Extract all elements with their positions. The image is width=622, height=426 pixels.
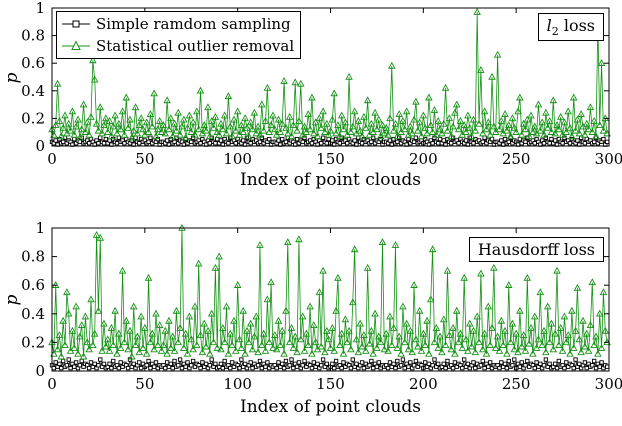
- svg-text:150: 150: [316, 150, 345, 168]
- legend-entry-statistical-outlier-removal: Statistical outlier removal: [60, 35, 294, 57]
- svg-text:0.4: 0.4: [21, 305, 45, 323]
- svg-text:0.6: 0.6: [21, 54, 45, 72]
- svg-text:200: 200: [409, 375, 438, 393]
- x-axis-label-top: Index of point clouds: [239, 170, 421, 190]
- legend-marker-triangle-icon: [62, 40, 90, 50]
- svg-text:0.8: 0.8: [21, 248, 45, 266]
- svg-text:0.2: 0.2: [21, 109, 45, 127]
- svg-text:1: 1: [35, 219, 45, 237]
- svg-text:1: 1: [35, 0, 45, 17]
- svg-text:0.2: 0.2: [21, 333, 45, 351]
- svg-text:250: 250: [502, 375, 531, 393]
- svg-text:300: 300: [595, 150, 622, 168]
- annotation-subscript: 2: [551, 25, 559, 39]
- x-axis-label-bottom: Index of point clouds: [239, 397, 421, 417]
- svg-text:0.4: 0.4: [21, 82, 45, 100]
- svg-text:0: 0: [35, 362, 45, 380]
- svg-text:0: 0: [47, 375, 57, 393]
- y-axis-label-bottom: p: [2, 294, 22, 306]
- svg-text:250: 250: [502, 150, 531, 168]
- svg-text:0: 0: [47, 150, 57, 168]
- legend-marker-square-icon: [62, 20, 90, 28]
- svg-text:150: 150: [316, 375, 345, 393]
- svg-text:100: 100: [223, 150, 252, 168]
- svg-text:0.6: 0.6: [21, 276, 45, 294]
- annotation-l2-loss: l2 loss: [537, 13, 604, 42]
- svg-text:200: 200: [409, 150, 438, 168]
- annotation-hausdorff-loss: Hausdorff loss: [468, 237, 604, 262]
- legend-label: Simple ramdom sampling: [96, 15, 291, 33]
- svg-text:300: 300: [595, 375, 622, 393]
- legend: Simple ramdom sampling Statistical outli…: [56, 11, 302, 59]
- svg-text:0: 0: [35, 137, 45, 155]
- legend-entry-simple-random-sampling: Simple ramdom sampling: [60, 13, 294, 35]
- svg-text:50: 50: [135, 375, 154, 393]
- annotation-rest: loss: [558, 16, 595, 35]
- legend-label: Statistical outlier removal: [96, 37, 295, 55]
- svg-text:50: 50: [135, 150, 154, 168]
- annotation-math-symbol: l: [546, 16, 552, 35]
- svg-text:100: 100: [223, 375, 252, 393]
- svg-text:0.8: 0.8: [21, 27, 45, 45]
- y-axis-label-top: p: [2, 72, 22, 84]
